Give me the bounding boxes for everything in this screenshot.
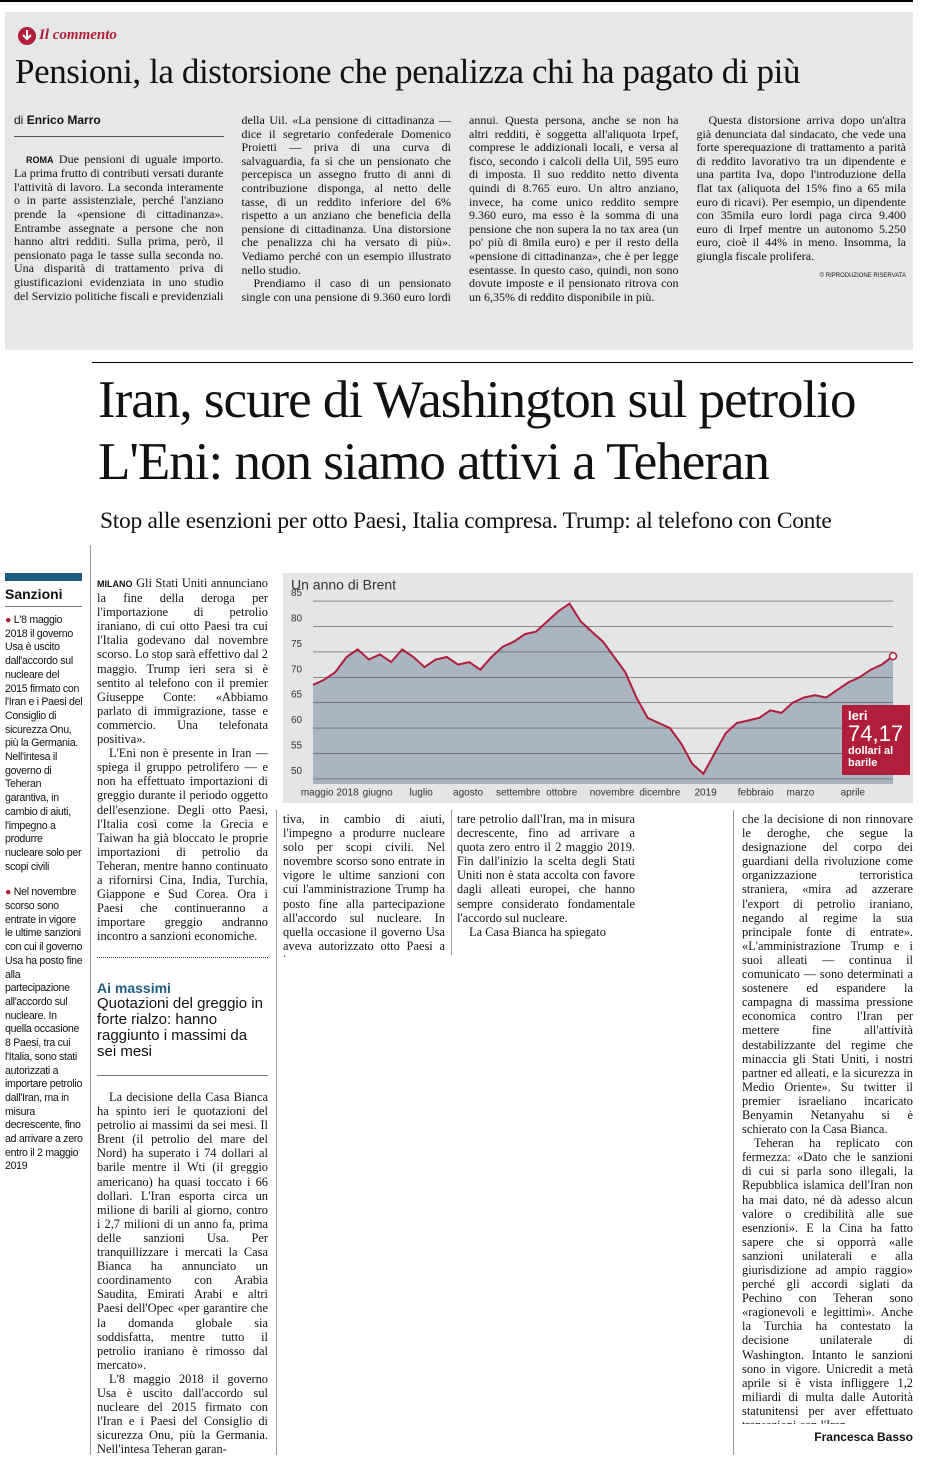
annotation-title: Ieri xyxy=(848,708,868,723)
paragraph: L'8 maggio 2018 il governo Usa è uscito … xyxy=(97,1371,268,1455)
byline-prefix: di xyxy=(14,114,24,127)
paragraph: Due pensioni di uguale importo. La prima… xyxy=(14,114,451,303)
column: tiva, in cambio di aiuti, l'impegno a pr… xyxy=(283,812,445,957)
text-columns: di Enrico Marro ROMA Due pensioni di ugu… xyxy=(14,114,906,346)
copyright: © RIPRODUZIONE RISERVATA xyxy=(819,272,906,279)
headline-2: L'Eni: non siamo attivi a Teheran xyxy=(98,433,769,491)
x-tick-label: maggio 2018 xyxy=(301,788,359,799)
y-tick-label: 85 xyxy=(291,588,303,599)
y-tick-label: 60 xyxy=(291,715,303,726)
value-box: Ieri 74,17 dollari al barile xyxy=(842,705,910,775)
byline: di Enrico Marro xyxy=(14,114,224,137)
paragraph: L'Eni non è presente in Iran — spiega il… xyxy=(97,746,268,944)
annotation-value: 74,17 xyxy=(848,721,904,746)
paragraph: La decisione della Casa Bianca ha spinto… xyxy=(97,1090,268,1372)
y-tick-label: 70 xyxy=(291,664,303,675)
column: che la decisione di non rinnovare le der… xyxy=(742,812,913,1424)
rule xyxy=(97,1075,268,1076)
paragraph: che la decisione di non rinnovare le der… xyxy=(742,812,913,1137)
item: ● Nel novembre scorso sono entrate in vi… xyxy=(5,886,83,1173)
subtitle: Stop alle esenzioni per otto Paesi, Ital… xyxy=(100,508,832,534)
y-tick-label: 55 xyxy=(291,741,303,752)
annotation-note: dollari al barile xyxy=(848,745,894,769)
y-tick-label: 65 xyxy=(291,690,303,701)
item-text: Nel novembre scorso sono entrate in vigo… xyxy=(5,886,83,1173)
paragraph: Gli Stati Uniti annunciano la fine della… xyxy=(97,576,268,747)
item: ● L'8 maggio 2018 il governo Usa è uscit… xyxy=(5,614,83,873)
x-tick-label: settembre xyxy=(496,788,541,799)
last-point xyxy=(888,651,898,661)
icon xyxy=(18,27,36,45)
x-tick-label: marzo xyxy=(787,788,815,799)
box-title: Quotazioni del greggio in forte rialzo: … xyxy=(97,995,263,1060)
area xyxy=(313,603,893,784)
paragraph: tiva, in cambio di aiuti, l'impegno a pr… xyxy=(283,812,445,957)
top-rule xyxy=(0,0,913,2)
x-tick-label: dicembre xyxy=(639,788,681,799)
y-tick-label: 50 xyxy=(291,766,303,777)
column: tare petrolio dall'Iran, ma in misura de… xyxy=(457,812,635,957)
x-tick-label: ottobre xyxy=(546,788,578,799)
x-tick-label: novembre xyxy=(590,788,635,799)
paragraph: Teheran ha replicato con fermezza: «Dato… xyxy=(742,1136,913,1424)
paragraph: tare petrolio dall'Iran, ma in misura de… xyxy=(457,812,635,925)
dateline: ROMA xyxy=(26,154,54,165)
x-tick-label: giugno xyxy=(363,788,393,799)
x-tick-label: agosto xyxy=(453,788,483,799)
headline: Pensioni, la distorsione che penalizza c… xyxy=(15,52,801,91)
column: MILANO Gli Stati Uniti annunciano la fin… xyxy=(97,576,268,954)
author: Enrico Marro xyxy=(26,114,101,127)
box: Ai massimi Quotazioni del greggio in for… xyxy=(97,957,268,1068)
column-rule xyxy=(90,545,91,1455)
y-tick-label: 75 xyxy=(291,639,303,650)
sidebar-bar xyxy=(5,573,82,581)
column: La decisione della Casa Bianca ha spinto… xyxy=(97,1090,268,1455)
x-tick-label: 2019 xyxy=(694,788,717,799)
rule xyxy=(5,606,82,607)
x-tick-label: luglio xyxy=(410,788,434,799)
commento-box: Il commento Pensioni, la distorsione che… xyxy=(5,12,913,350)
column-rule xyxy=(276,810,277,1455)
sidebar-list: ● L'8 maggio 2018 il governo Usa è uscit… xyxy=(5,614,83,1294)
section-label: Il commento xyxy=(39,27,117,43)
box-kicker: Ai massimi xyxy=(97,980,171,996)
rule xyxy=(92,362,913,363)
dateline: MILANO xyxy=(97,579,133,589)
paragraph: Questa distorsione arriva dopo un'altra … xyxy=(696,114,907,263)
sidebar-title: Sanzioni xyxy=(5,586,63,602)
x-tick-label: febbraio xyxy=(738,788,775,799)
x-tick-label: aprile xyxy=(841,788,866,799)
item-text: L'8 maggio 2018 il governo Usa è uscito … xyxy=(5,614,83,873)
paragraph: Prendiamo il caso di un pensionato singl… xyxy=(241,114,679,304)
headline-1: Iran, scure di Washington sul petrolio xyxy=(98,371,856,429)
chart: Un anno di Brent 50 55 60 65 70 75 80 85 maggio … xyxy=(283,573,913,803)
chart-title: Un anno di Brent xyxy=(291,577,396,593)
y-tick-label: 80 xyxy=(291,613,303,624)
column-rule xyxy=(451,810,452,955)
author: Francesca Basso xyxy=(814,1430,913,1444)
paragraph: La Casa Bianca ha spiegato xyxy=(469,924,606,939)
column-rule xyxy=(733,810,734,1455)
line xyxy=(312,602,894,776)
